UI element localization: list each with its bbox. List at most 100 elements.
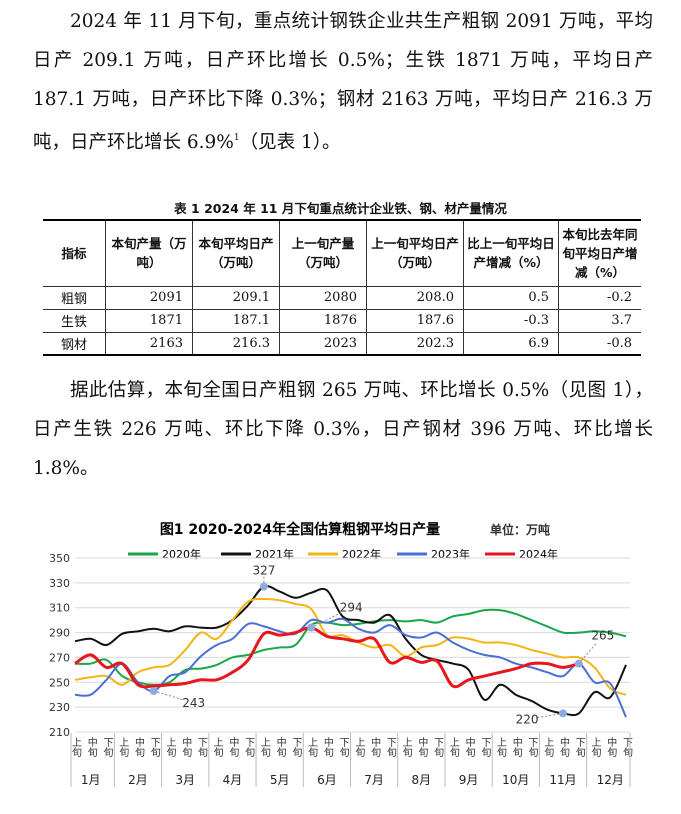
cell: 2023 [279,332,367,355]
annotation-dot [574,659,583,668]
y-tick-label: 250 [49,676,70,689]
cell: -0.3 [463,309,559,332]
x-tick-label: 下旬 [101,737,113,758]
header-current-daily: 本旬平均日产（万吨） [192,220,280,286]
table-header-row: 指标 本旬产量（万吨） 本旬平均日产（万吨） 上一旬产量（万吨） 上一旬平均日产… [43,220,641,286]
x-tick-label: 中旬 [227,736,239,758]
x-tick-label: 上旬 [117,737,129,758]
header-prev-daily: 上一旬平均日产（万吨） [366,220,464,286]
month-label: 8月 [412,773,432,787]
x-tick-label: 中旬 [321,736,333,758]
production-table: 指标 本旬产量（万吨） 本旬平均日产（万吨） 上一旬产量（万吨） 上一旬平均日产… [43,219,641,356]
x-tick-label: 中旬 [369,736,381,758]
legend-label: 2022年 [342,547,381,561]
x-tick-label: 上旬 [589,737,601,758]
annotation-leader [535,712,564,719]
series-line-2024 [74,626,580,689]
y-tick-label: 350 [49,552,70,565]
y-tick-label: 230 [49,701,70,714]
x-tick-label: 中旬 [132,736,144,758]
x-tick-label: 上旬 [542,737,554,758]
x-tick-label: 中旬 [463,736,475,758]
y-axis: 210 230 250 270 290 310 330 350 [49,552,70,739]
cell: 187.1 [192,309,280,332]
legend-label: 2023年 [431,547,470,561]
x-tick-label: 中旬 [274,736,286,758]
x-tick-label: 上旬 [211,737,223,758]
cell: 2163 [105,332,193,355]
x-tick-label: 上旬 [306,737,318,758]
cell: 2091 [105,286,193,309]
annotation-label: 243 [182,696,205,710]
month-label: 3月 [175,773,195,787]
cell: 1876 [279,309,367,332]
header-prev-output: 上一旬产量（万吨） [279,220,367,286]
month-label: 1月 [81,773,101,787]
annotation-label: 265 [591,629,614,643]
cell: 3.7 [558,309,641,332]
annotation-leader [153,690,184,701]
y-tick-label: 270 [49,651,70,664]
steel-output-chart: 图1 2020-2024年全国估算粗钢平均日产量 单位：万吨 2020年 2021… [49,521,633,787]
legend-label: 2021年 [255,547,294,561]
month-label: 4月 [223,773,243,787]
cell: -0.2 [558,286,641,309]
month-label: 9月 [459,773,479,787]
annotation-dot [149,686,158,695]
series-line-2022 [74,597,627,696]
chart-annotations: 327 294 243 220 265 [149,564,614,726]
x-tick-label: 下旬 [148,737,160,758]
x-tick-label: 下旬 [432,737,444,758]
month-label: 11月 [549,773,576,787]
month-label: 12月 [597,773,624,787]
header-change-prev: 比上一旬平均日产增减（%） [463,220,559,286]
series-line-2021 [74,585,627,717]
cell: 216.3 [192,332,280,355]
annotation-leader [578,642,598,664]
month-label: 6月 [317,773,337,787]
x-tick-label: 下旬 [243,737,255,758]
header-indicator: 指标 [61,245,87,261]
x-tick-label: 中旬 [605,736,617,758]
header-current-output: 本旬产量（万吨） [105,220,193,286]
table-row: 生铁 1871 187.1 1876 187.6 -0.3 3.7 [43,309,641,332]
y-tick-label: 210 [49,726,70,739]
series-line-2020 [74,608,627,686]
x-tick-label: 上旬 [70,737,82,758]
legend-label: 2020年 [162,547,201,561]
x-tick-label: 中旬 [416,736,428,758]
chart-unit: 单位：万吨 [490,522,550,537]
annotation-label: 220 [516,712,539,726]
y-tick-label: 330 [49,577,70,590]
y-tick-label: 310 [49,602,70,615]
x-tick-label: 下旬 [573,737,585,758]
x-tick-label: 下旬 [479,737,491,758]
annotation-label: 327 [252,564,275,578]
month-label: 2月 [128,773,148,787]
month-label: 10月 [502,773,529,787]
cell: 1871 [105,309,193,332]
intro-text: 2024 年 11 月下旬，重点统计钢铁企业共生产粗钢 2091 万吨，平均日产… [33,11,653,153]
intro-paragraph: 2024 年 11 月下旬，重点统计钢铁企业共生产粗钢 2091 万吨，平均日产… [33,2,653,162]
x-axis: 上旬 中旬 下旬 上旬 中旬 下旬 上旬 中旬 下旬 上旬 中旬 下旬 上旬 中旬 下旬 上旬 中旬 下旬 上旬 中旬… [70,733,633,787]
x-tick-label: 下旬 [384,737,396,758]
cell: -0.8 [558,332,641,355]
cell: 2080 [279,286,367,309]
x-tick-label: 中旬 [510,736,522,758]
x-tick-label: 下旬 [526,737,538,758]
x-tick-label: 上旬 [400,737,412,758]
annotation-dot [559,709,568,718]
cell: 钢材 [60,337,87,353]
cell: 202.3 [366,332,464,355]
table-caption: 表 1 2024 年 11 月下旬重点统计企业铁、钢、材产量情况 [174,201,507,216]
series-line-2023 [74,617,627,718]
x-tick-label: 中旬 [180,736,192,758]
month-label: 5月 [270,773,290,787]
x-tick-label: 下旬 [290,737,302,758]
x-tick-label: 上旬 [353,737,365,758]
cell: 208.0 [366,286,464,309]
annotation-dot [307,623,316,632]
header-change-yoy: 本旬比去年同旬平均日产增减（%） [558,220,641,286]
x-tick-label: 下旬 [621,737,633,758]
y-tick-label: 290 [49,627,70,640]
